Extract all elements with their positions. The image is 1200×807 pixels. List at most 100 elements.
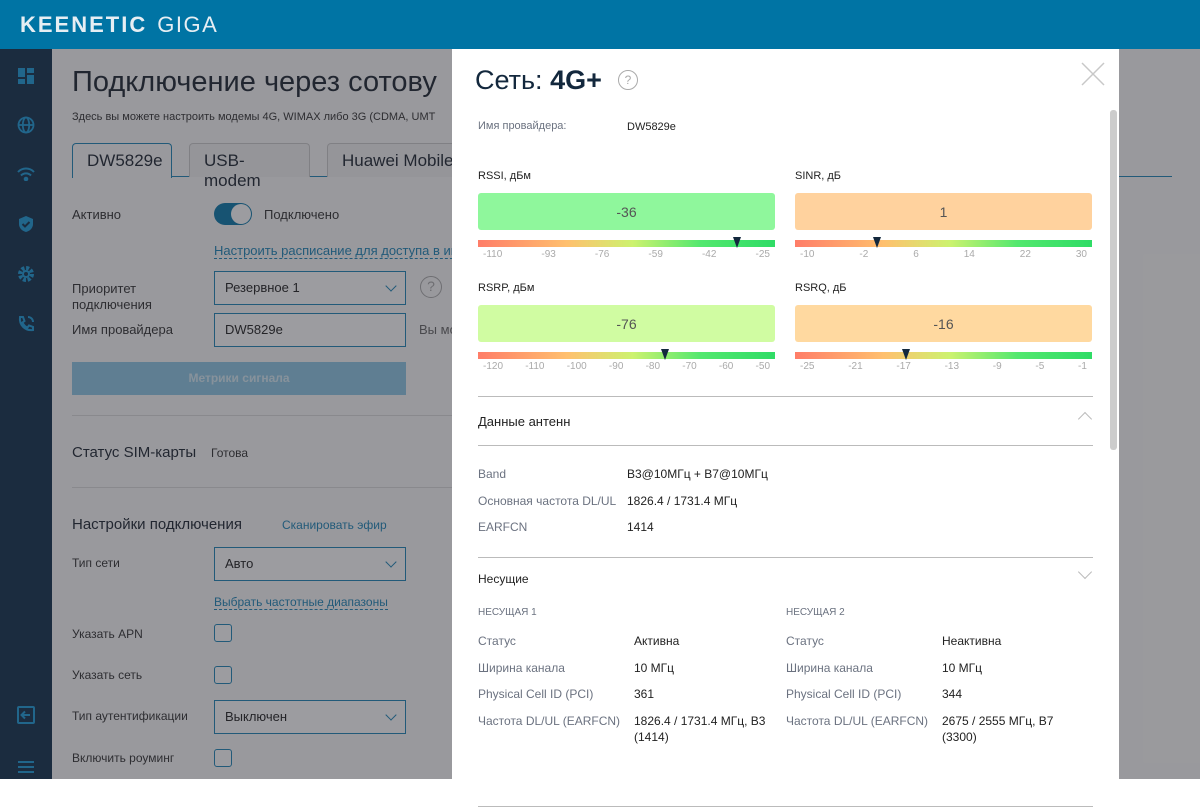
title-prefix: Сеть: (475, 65, 543, 95)
gauge-tick: -25 (800, 361, 815, 372)
auth-type-select[interactable]: Выключен (214, 700, 406, 734)
chevron-up-icon[interactable] (1077, 411, 1093, 427)
antenna-key: Band (478, 467, 507, 481)
tab-huawei-mobile[interactable]: Huawei Mobile (327, 143, 457, 177)
carrier-key: Статус (478, 634, 516, 648)
gear-icon[interactable] (16, 264, 36, 284)
gauge-scale (795, 237, 1092, 248)
network-type-label: Тип сети (72, 556, 120, 570)
logout-icon[interactable] (16, 705, 36, 725)
gauge-tick: -10 (800, 249, 815, 260)
chevron-down-icon[interactable] (1077, 564, 1093, 580)
antenna-section-title[interactable]: Данные антенн (478, 414, 571, 429)
carrier-key: Ширина канала (478, 660, 565, 675)
schedule-link[interactable]: Настроить расписание для доступа в интер (214, 243, 454, 259)
gauge-value: -36 (478, 193, 775, 230)
gauge-tick: -90 (608, 361, 624, 372)
sim-status-label: Статус SIM-карты (72, 444, 197, 461)
gauge-tick: -1 (1078, 361, 1087, 372)
carriers-section-title[interactable]: Несущие (478, 572, 529, 586)
antenna-value: 1826.4 / 1731.4 МГц (627, 493, 738, 508)
antenna-key: Основная частота DL/UL (478, 493, 617, 508)
carrier-value: 361 (634, 687, 655, 701)
gauge-tick: 30 (1075, 249, 1087, 260)
gauge-marker (660, 349, 669, 360)
roaming-checkbox[interactable] (214, 749, 232, 767)
model-name: GIGA (157, 12, 219, 37)
gauge-label: RSSI, дБм (478, 170, 531, 182)
menu-icon[interactable] (16, 757, 36, 777)
gauge-tick: -17 (896, 361, 911, 372)
gauge-scale (795, 349, 1092, 360)
gauge-tick: -59 (648, 249, 663, 260)
scrollbar[interactable] (1110, 110, 1117, 450)
globe-icon[interactable] (16, 115, 36, 135)
help-icon[interactable]: ? (618, 70, 638, 90)
network-type-select[interactable]: Авто (214, 547, 406, 581)
active-toggle[interactable] (214, 203, 252, 225)
phone-icon[interactable] (16, 314, 36, 334)
gauge-tick: -80 (645, 361, 661, 372)
carrier-value: 2675 / 2555 МГц, B7 (3300) (942, 713, 1054, 744)
gauge-marker (902, 349, 911, 360)
gauge-label: RSRP, дБм (478, 282, 535, 294)
gauge-tick: -42 (701, 249, 717, 260)
keenetic-logo[interactable]: KEENETIC GIGA (20, 12, 218, 38)
bands-link[interactable]: Выбрать частотные диапазоны (214, 595, 388, 610)
gauge-value: -16 (795, 305, 1092, 342)
gauge-scale (478, 349, 775, 360)
wifi-icon[interactable] (16, 164, 36, 184)
apn-label: Указать APN (72, 627, 143, 641)
gauge-value: 1 (795, 193, 1092, 230)
settings-title: Настройки подключения (72, 516, 242, 533)
gauge: RSSI, дБм -36 -110 -93 -76 -59 -42 -25 (478, 170, 775, 260)
tab-dw5829e[interactable]: DW5829e (72, 143, 172, 178)
page-title: Подключение через сотову (72, 66, 437, 98)
scan-link[interactable]: Сканировать эфир (282, 518, 387, 532)
network-checkbox[interactable] (214, 666, 232, 684)
auth-type-value: Выключен (225, 709, 288, 724)
provider-label: Имя провайдера: (478, 120, 567, 132)
gauge-tick: -50 (755, 361, 770, 372)
gauge: RSRP, дБм -76 -120 -110 -100 -90 -80 -70 -60 -5… (478, 282, 775, 372)
gauge-value: -76 (478, 305, 775, 342)
provider-input[interactable]: DW5829e (214, 313, 406, 347)
carrier-key: Частота DL/UL (EARFCN) (478, 713, 621, 728)
gauge-tick: -70 (682, 361, 697, 372)
provider-value: DW5829e (627, 121, 676, 133)
close-icon[interactable] (1080, 61, 1106, 87)
gauge-tick: 22 (1019, 249, 1031, 260)
dashboard-icon[interactable] (16, 66, 36, 86)
priority-label: Приоритет подключения (72, 281, 152, 312)
carrier-title: НЕСУЩАЯ 2 (786, 607, 845, 618)
tab-usb-modem[interactable]: USB-modem (189, 143, 310, 190)
gauge-tick: -60 (718, 361, 734, 372)
gauge-tick: -21 (848, 361, 863, 372)
sim-status-value: Готова (211, 446, 249, 460)
page-subtitle: Здесь вы можете настроить модемы 4G, WIM… (72, 111, 436, 123)
carrier-value: Активна (634, 634, 680, 648)
antenna-value: 1414 (627, 520, 654, 534)
gauge-tick: 14 (963, 249, 975, 260)
carrier-key: Частота DL/UL (EARFCN) (786, 713, 929, 728)
gauge-tick: -9 (992, 361, 1002, 372)
network-modal: Сеть: 4G+ ? Имя провайдера: DW5829e RSSI… (452, 49, 1119, 807)
gauge-marker (872, 237, 881, 248)
carrier-value: Неактивна (942, 634, 1002, 648)
help-icon[interactable]: ? (420, 276, 442, 298)
gauge-tick: -100 (566, 361, 587, 372)
gauge-tick: -2 (859, 249, 869, 260)
divider (72, 415, 462, 416)
network-type-value: Авто (225, 556, 254, 571)
carrier-key: Статус (786, 634, 824, 648)
signal-metrics-button[interactable]: Метрики сигнала (72, 362, 406, 395)
carrier-value: 10 МГц (942, 660, 983, 675)
carrier-title: НЕСУЩАЯ 1 (478, 607, 537, 618)
gauge-label: RSRQ, дБ (795, 282, 847, 294)
priority-select[interactable]: Резервное 1 (214, 271, 406, 305)
shield-icon[interactable] (16, 214, 36, 234)
apn-checkbox[interactable] (214, 624, 232, 642)
antenna-value: B3@10МГц + B7@10МГц (627, 467, 768, 481)
carrier-value: 10 МГц (634, 660, 675, 675)
gauge: RSRQ, дБ -16 -25 -21 -17 -13 -9 -5 -1 (795, 282, 1092, 372)
